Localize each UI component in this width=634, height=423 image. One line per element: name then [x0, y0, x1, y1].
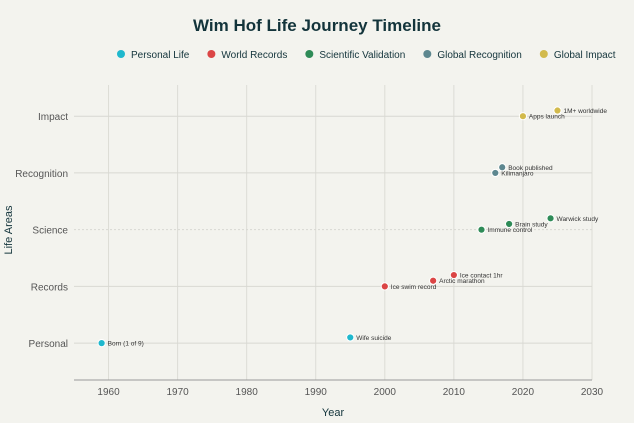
legend-label[interactable]: Scientific Validation — [319, 50, 405, 61]
y-tick-label: Personal — [29, 339, 68, 350]
y-axis-title: Life Areas — [3, 205, 15, 254]
data-label: 1M+ worldwide — [563, 108, 607, 115]
data-label: Wife suicide — [356, 335, 391, 342]
data-label: Ice swim record — [391, 284, 437, 291]
x-tick-label: 1970 — [166, 387, 189, 398]
data-point[interactable] — [429, 276, 438, 285]
data-label: Ice contact 1hr — [460, 273, 503, 280]
data-point[interactable] — [380, 282, 389, 291]
x-tick-label: 2000 — [374, 387, 397, 398]
legend-label[interactable]: Personal Life — [131, 50, 190, 61]
data-label: Kilimanjaro — [501, 170, 534, 177]
x-tick-label: 2030 — [581, 387, 604, 398]
x-tick-label: 2010 — [443, 387, 466, 398]
chart-title: Wim Hof Life Journey Timeline — [193, 16, 441, 35]
data-point[interactable] — [97, 339, 106, 348]
y-tick-label: Records — [31, 282, 68, 293]
data-point[interactable] — [449, 270, 458, 280]
x-tick-label: 1980 — [236, 387, 259, 398]
data-point[interactable] — [505, 219, 514, 229]
data-point[interactable] — [553, 106, 562, 115]
legend-label[interactable]: Global Recognition — [437, 50, 522, 61]
data-label: Warwick study — [557, 216, 599, 223]
data-point[interactable] — [546, 214, 555, 223]
y-tick-label: Science — [32, 226, 68, 237]
y-tick-label: Impact — [38, 112, 68, 123]
legend-label[interactable]: Global Impact — [554, 50, 616, 61]
data-label: Apps launch — [529, 114, 565, 121]
legend-marker[interactable] — [305, 50, 314, 58]
data-point[interactable] — [498, 163, 507, 172]
legend-marker[interactable] — [423, 50, 432, 58]
data-point[interactable] — [491, 168, 500, 178]
data-point[interactable] — [518, 112, 528, 121]
x-tick-label: 1960 — [97, 387, 120, 398]
legend-marker[interactable] — [117, 50, 125, 58]
data-label: Arctic marathon — [439, 278, 485, 285]
x-tick-label: 2020 — [512, 387, 535, 398]
legend-marker[interactable] — [207, 50, 216, 58]
data-label: Immune control — [487, 227, 532, 234]
data-label: Book published — [508, 165, 553, 172]
data-point[interactable] — [477, 225, 486, 234]
x-axis-title: Year — [322, 407, 345, 419]
legend-marker[interactable] — [539, 50, 548, 58]
data-label: Brain study — [515, 221, 548, 228]
data-point[interactable] — [346, 333, 355, 342]
y-tick-label: Recognition — [15, 169, 68, 180]
legend-label[interactable]: World Records — [221, 50, 287, 61]
x-tick-label: 1990 — [305, 387, 328, 398]
data-label: Born (1 of 9) — [108, 341, 144, 348]
